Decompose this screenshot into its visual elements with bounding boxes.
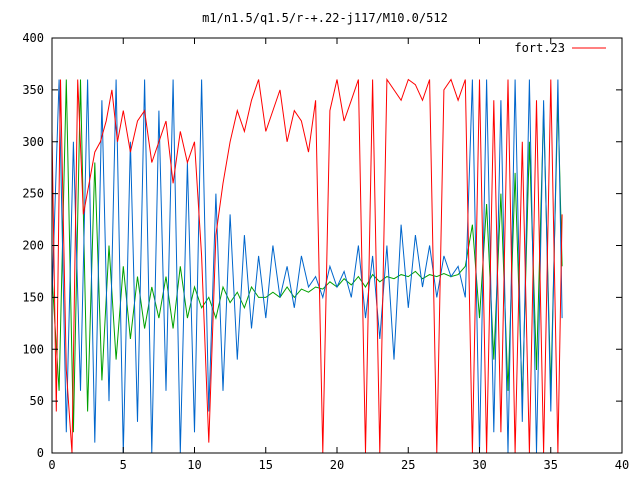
x-tick-label: 40 bbox=[615, 458, 629, 472]
y-tick-label: 0 bbox=[37, 446, 44, 460]
x-tick-label: 10 bbox=[187, 458, 201, 472]
y-tick-label: 100 bbox=[22, 342, 44, 356]
y-tick-label: 400 bbox=[22, 31, 44, 45]
y-tick-label: 150 bbox=[22, 290, 44, 304]
chart-title: m1/n1.5/q1.5/r-+.22-j117/M10.0/512 bbox=[202, 11, 448, 25]
x-tick-label: 5 bbox=[120, 458, 127, 472]
x-tick-label: 15 bbox=[259, 458, 273, 472]
y-tick-label: 50 bbox=[30, 394, 44, 408]
series-line bbox=[51, 77, 563, 454]
x-tick-label: 35 bbox=[544, 458, 558, 472]
x-tick-label: 25 bbox=[401, 458, 415, 472]
x-tick-label: 0 bbox=[48, 458, 55, 472]
y-tick-label: 350 bbox=[22, 83, 44, 97]
y-tick-label: 200 bbox=[22, 239, 44, 253]
y-axis: 0 50 100 150 200 250 300 350 400 bbox=[22, 31, 622, 460]
x-tick-label: 20 bbox=[330, 458, 344, 472]
series-line bbox=[51, 79, 563, 433]
legend: fort.23 bbox=[514, 41, 606, 55]
x-axis: 0 5 10 15 20 25 30 35 40 bbox=[48, 38, 629, 472]
series-layer bbox=[51, 77, 563, 454]
y-tick-label: 300 bbox=[22, 135, 44, 149]
x-tick-label: 30 bbox=[472, 458, 486, 472]
y-tick-label: 250 bbox=[22, 187, 44, 201]
plot-frame bbox=[51, 37, 623, 454]
legend-label: fort.23 bbox=[514, 41, 565, 55]
